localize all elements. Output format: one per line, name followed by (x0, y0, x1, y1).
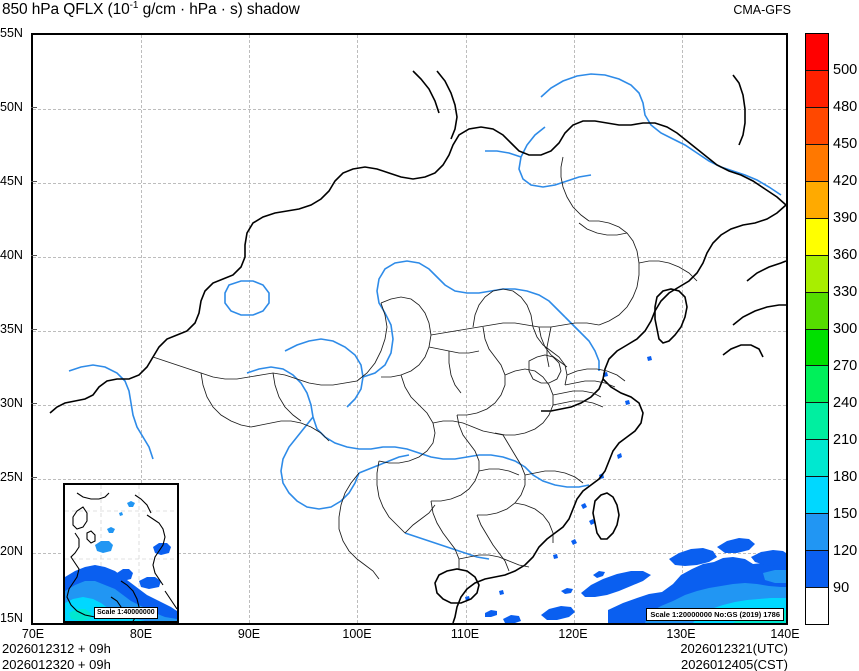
xtick-label-130E: 130E (666, 627, 696, 641)
colorbar-band-1 (806, 70, 828, 108)
footer-init-time-cst: 2026012320 + 09h (2, 657, 111, 671)
colorbar-band-7 (806, 292, 828, 330)
colorbar-tick-120: 120 (833, 543, 858, 559)
xtick-label-90E: 90E (237, 627, 261, 641)
colorbar-band-5 (806, 218, 828, 256)
province-boundary-layer (152, 156, 698, 580)
gridline-lon-80 (141, 35, 143, 623)
colorbar-tick-150: 150 (833, 506, 858, 522)
gridline-lon-130 (681, 35, 683, 623)
gridline-lon-120 (573, 35, 575, 623)
footer-init-time-utc: 2026012312 + 09h (2, 641, 111, 656)
ytick-mark-30N (31, 403, 37, 404)
colorbar-tick-360: 360 (833, 247, 858, 263)
ytick-label-55N: 55N (0, 26, 23, 40)
colorbar-band-14 (806, 551, 828, 589)
national-boundary-layer (49, 70, 786, 623)
ytick-label-15N: 15N (0, 611, 23, 625)
gridline-lat-25 (33, 479, 786, 480)
colorbar-band-4 (806, 181, 828, 219)
ytick-mark-50N (31, 107, 37, 108)
colorbar-band-11 (806, 440, 828, 478)
map-scale-label: Scale 1:20000000 No:GS (2019) 1786 (646, 608, 784, 621)
gridline-lat-45 (33, 183, 786, 184)
colorbar-tick-420: 420 (833, 173, 858, 189)
xtick-label-100E: 100E (342, 627, 372, 641)
colorbar-tick-330: 330 (833, 284, 858, 300)
ytick-label-30N: 30N (0, 396, 23, 410)
colorbar-band-6 (806, 255, 828, 293)
rivers-layer (68, 73, 782, 560)
ytick-label-35N: 35N (0, 322, 23, 336)
map-plot-area[interactable]: Scale 1:20000000 No:GS (2019) 1786 (31, 33, 788, 625)
ytick-label-20N: 20N (0, 544, 23, 558)
colorbar-tick-300: 300 (833, 321, 858, 337)
colorbar-band-3 (806, 144, 828, 182)
title-main-text: 850 hPa QFLX (10 (2, 1, 130, 18)
inset-map[interactable]: Scale 1:40000000 (63, 483, 179, 623)
colorbar-tick-240: 240 (833, 395, 858, 411)
model-tag: CMA-GFS (733, 3, 791, 17)
title-rest-text: g/cm · hPa · s) shadow (138, 1, 300, 18)
colorbar-tick-90: 90 (833, 580, 850, 596)
xtick-label-70E: 70E (21, 627, 45, 641)
gridline-lon-100 (357, 35, 359, 623)
colorbar-tick-180: 180 (833, 469, 858, 485)
footer-valid-time-utc: 2026012321(UTC) (680, 641, 788, 656)
colorbar-tick-270: 270 (833, 358, 858, 374)
gridline-lat-30 (33, 405, 786, 406)
colorbar-tick-500: 500 (833, 62, 858, 78)
gridline-lat-40 (33, 257, 786, 258)
map-canvas: Scale 1:20000000 No:GS (2019) 1786 (33, 35, 786, 623)
inset-map-canvas (65, 485, 177, 621)
qflx-shaded-field (465, 356, 786, 623)
gridline-lat-20 (33, 553, 786, 554)
ytick-mark-35N (31, 329, 37, 330)
qflx-shading-and-basemap (49, 70, 786, 623)
xtick-label-80E: 80E (129, 627, 153, 641)
colorbar-band-12 (806, 477, 828, 515)
gridline-lat-50 (33, 109, 786, 110)
colorbar-band-13 (806, 514, 828, 552)
colorbar-tick-450: 450 (833, 136, 858, 152)
page-title: 850 hPa QFLX (10-1 g/cm · hPa · s) shado… (2, 0, 300, 19)
colorbar-band-2 (806, 107, 828, 145)
title-exponent: -1 (129, 0, 139, 11)
xtick-label-140E: 140E (770, 627, 800, 641)
ytick-label-45N: 45N (0, 174, 23, 188)
ytick-label-40N: 40N (0, 248, 23, 262)
inset-scale-label: Scale 1:40000000 (94, 607, 158, 619)
colorbar-band-9 (806, 366, 828, 404)
xtick-label-110E: 110E (450, 627, 480, 641)
colorbar-band-0 (806, 34, 828, 71)
ytick-mark-25N (31, 477, 37, 478)
xtick-label-120E: 120E (558, 627, 588, 641)
colorbar-band-10 (806, 403, 828, 441)
ytick-label-25N: 25N (0, 470, 23, 484)
colorbar-band-8 (806, 329, 828, 367)
footer-valid-time-cst: 2026012405(CST) (681, 657, 788, 671)
colorbar-tick-480: 480 (833, 99, 858, 115)
ytick-mark-45N (31, 181, 37, 182)
colorbar[interactable] (805, 33, 829, 625)
ytick-label-50N: 50N (0, 100, 23, 114)
colorbar-tick-210: 210 (833, 432, 858, 448)
gridline-lat-35 (33, 331, 786, 332)
gridline-lon-90 (249, 35, 251, 623)
ytick-mark-40N (31, 255, 37, 256)
colorbar-band-15 (806, 588, 828, 624)
colorbar-tick-390: 390 (833, 210, 858, 226)
